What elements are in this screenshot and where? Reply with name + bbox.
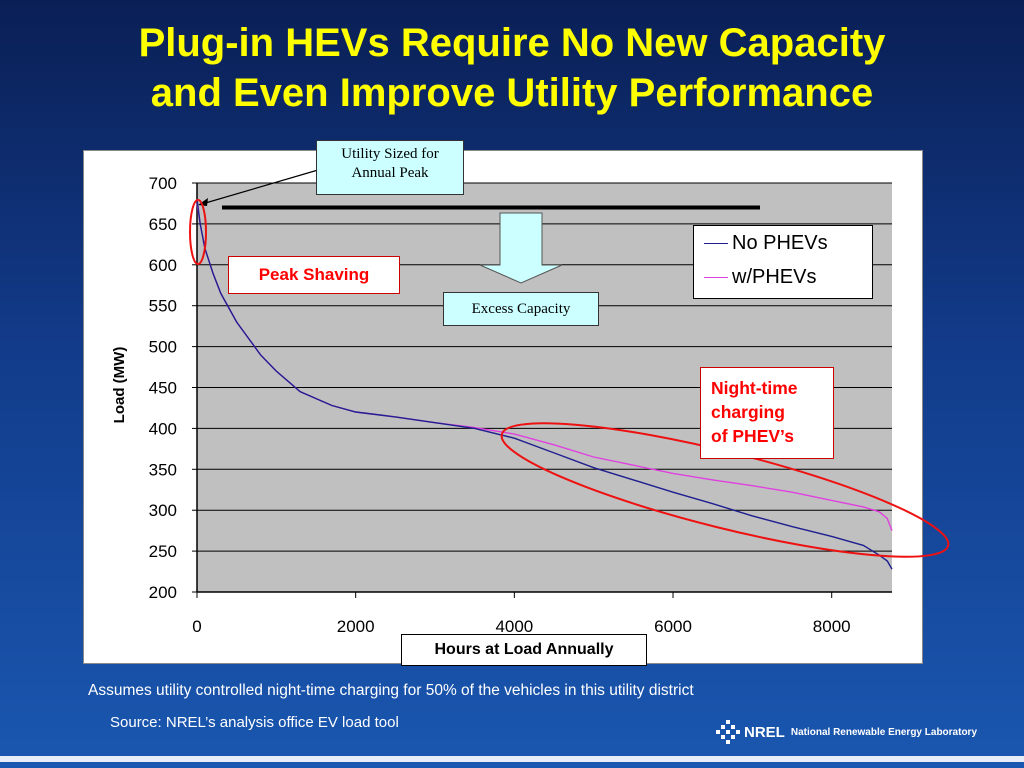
night-time-charging-label: Night-time charging of PHEV’s	[700, 367, 834, 459]
x-tick-label-4000: 4000	[495, 617, 533, 636]
series-line-no-phevs	[196, 199, 893, 570]
peak-highlight-ellipse	[189, 199, 207, 265]
x-tick-label-0: 0	[192, 617, 201, 636]
night-time-line2: charging	[711, 402, 785, 422]
y-tick-label-550: 550	[149, 297, 177, 316]
nrel-wordmark: NREL	[744, 723, 785, 741]
legend-swatch-no-phevs	[704, 242, 728, 244]
y-tick-label-600: 600	[149, 256, 177, 275]
y-tick-label-200: 200	[149, 583, 177, 602]
excess-capacity-arrow	[479, 212, 563, 284]
y-tick-label-400: 400	[149, 419, 177, 438]
nrel-logo: NREL National Renewable Energy Laborator…	[716, 718, 977, 746]
lab-name: National Renewable Energy Laboratory	[790, 726, 978, 738]
y-axis-label: Load (MW)	[111, 347, 128, 424]
peak-shaving-label: Peak Shaving	[228, 256, 400, 294]
x-tick-label-6000: 6000	[654, 617, 692, 636]
y-tick-label-450: 450	[149, 379, 177, 398]
legend-swatch-w-phevs	[704, 276, 728, 278]
utility-sized-arrowhead	[198, 198, 208, 206]
y-tick-label-250: 250	[149, 542, 177, 561]
assumption-note: Assumes utility controlled night-time ch…	[88, 682, 694, 699]
x-tick-label-2000: 2000	[337, 617, 375, 636]
y-tick-label-650: 650	[149, 215, 177, 234]
legend-item-w-phevs: w/PHEVs	[694, 260, 872, 294]
source-note: Source: NREL’s analysis office EV load t…	[110, 714, 399, 731]
y-tick-label-300: 300	[149, 501, 177, 520]
legend-label-w-phevs: w/PHEVs	[732, 265, 817, 288]
nrel-logo-icon	[716, 720, 740, 744]
slide-title: Plug-in HEVs Require No New Capacity and…	[0, 18, 1024, 118]
x-tick-label-8000: 8000	[813, 617, 851, 636]
utility-sized-line2: Annual Peak	[351, 165, 429, 181]
night-time-line1: Night-time	[711, 378, 798, 398]
legend-label-no-phevs: No PHEVs	[732, 231, 828, 254]
x-axis-label: Hours at Load Annually	[401, 634, 647, 666]
legend-item-no-phevs: No PHEVs	[694, 226, 872, 260]
chart-legend: No PHEVs w/PHEVs	[693, 225, 873, 299]
y-tick-label-700: 700	[149, 174, 177, 193]
excess-capacity-callout: Excess Capacity	[443, 292, 599, 326]
y-tick-label-500: 500	[149, 338, 177, 357]
slide-title-line1: Plug-in HEVs Require No New Capacity	[138, 21, 886, 65]
utility-sized-callout: Utility Sized for Annual Peak	[316, 140, 464, 195]
utility-sized-pointer	[201, 169, 319, 205]
night-time-line3: of PHEV’s	[711, 426, 794, 446]
slide-title-line2: and Even Improve Utility Performance	[150, 71, 874, 115]
bottom-bar	[0, 756, 1024, 762]
utility-sized-line1: Utility Sized for	[341, 146, 439, 162]
y-tick-label-350: 350	[149, 460, 177, 479]
